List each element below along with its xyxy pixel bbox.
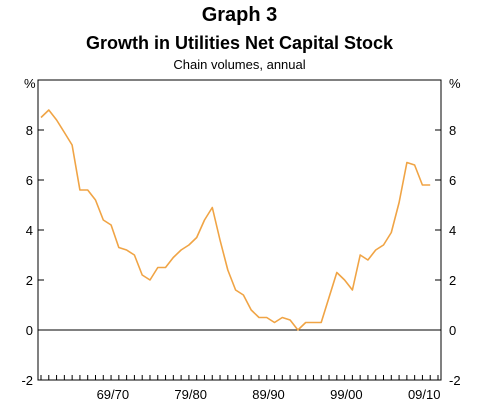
x-tick-label: 79/80: [174, 387, 207, 402]
y-tick-label-right: -2: [449, 373, 461, 388]
y-tick-label-left: 2: [26, 273, 33, 288]
chart-title: Graph 3: [201, 4, 278, 26]
y-tick-label-right: 2: [449, 273, 456, 288]
y-tick-label-right: 4: [449, 223, 456, 238]
x-tick-label: 69/70: [97, 387, 130, 402]
x-tick-label: 99/00: [330, 387, 363, 402]
y-tick-label-left: 6: [26, 173, 33, 188]
y-tick-label-left: 4: [26, 223, 33, 238]
y-tick-label-right: 6: [449, 173, 456, 188]
y-tick-label-left: -2: [21, 373, 33, 388]
series-layer: [40, 109, 431, 331]
y-axis-right: -2 0 2 4 6 8: [435, 123, 461, 388]
y-tick-label-right: 0: [449, 323, 456, 338]
y-unit-right: %: [449, 76, 461, 91]
y-tick-label-left: 8: [26, 123, 33, 138]
series-line: [40, 109, 431, 331]
plot-frame: [37, 79, 442, 381]
x-tick-label: 89/90: [252, 387, 285, 402]
x-tick-label: 09/10: [408, 387, 441, 402]
y-axis-left: -2 0 2 4 6 8: [21, 123, 44, 388]
y-tick-label-right: 8: [449, 123, 456, 138]
chart-note: Chain volumes, annual: [173, 57, 306, 72]
y-unit-left: %: [24, 76, 36, 91]
chart-subtitle: Growth in Utilities Net Capital Stock: [85, 33, 394, 53]
x-axis: 69/70 79/80 89/90 99/00 09/10: [40, 375, 441, 402]
y-tick-label-left: 0: [26, 323, 33, 338]
